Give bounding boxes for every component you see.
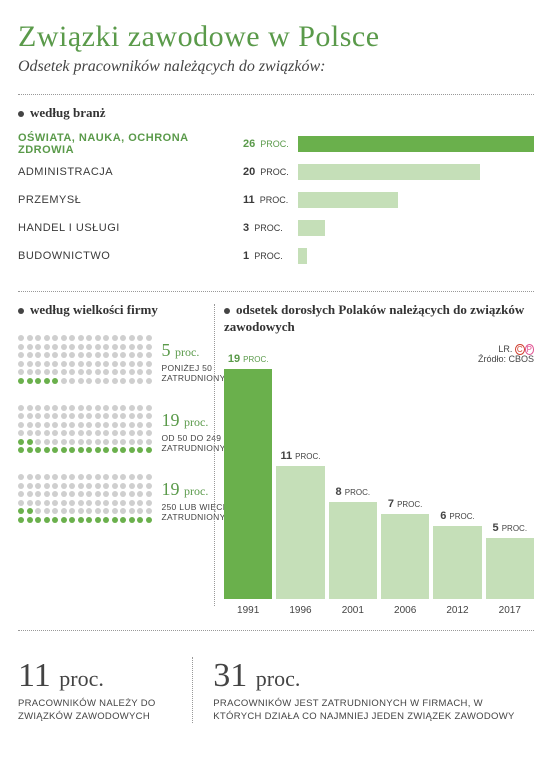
subtitle: Odsetek pracowników należących do związk… [18, 58, 534, 76]
timeline-bar: 11 PROC.1996 [276, 450, 324, 616]
bottom-stats: 11 proc.PRACOWNIKÓW NALEŻY DO ZWIĄZKÓW Z… [18, 641, 534, 724]
hbar-row: ADMINISTRACJA20 PROC. [18, 159, 534, 185]
firmsize-header: według wielkości firmy [18, 302, 208, 318]
hbar-row: HANDEL I USŁUGI3 PROC. [18, 215, 534, 241]
divider [18, 94, 534, 95]
divider [18, 291, 534, 292]
bottom-stat: 11 proc.PRACOWNIKÓW NALEŻY DO ZWIĄZKÓW Z… [18, 657, 170, 724]
timeline-bar: 6 PROC.2012 [433, 510, 481, 616]
main-title: Związki zawodowe w Polsce [18, 20, 534, 54]
timeline-chart: 19 PROC.199111 PROC.19968 PROC.20017 PRO… [224, 346, 534, 616]
hbar-row: PRZEMYSŁ11 PROC. [18, 187, 534, 213]
dotgrid-block: 5 proc.PONIŻEJ 50 ZATRUDNIONYCH [18, 328, 208, 384]
divider [18, 630, 534, 631]
timeline-bar: 5 PROC.2017 [486, 522, 534, 616]
timeline-bar: 7 PROC.2006 [381, 498, 429, 616]
timeline-bar: 19 PROC.1991 [224, 353, 272, 616]
hbars-header: według branż [18, 105, 534, 121]
timeline-bar: 8 PROC.2001 [329, 486, 377, 616]
firmsize-charts: 5 proc.PONIŻEJ 50 ZATRUDNIONYCH 19 proc.O… [18, 328, 208, 523]
timeline-header: odsetek dorosłych Polaków należących do … [224, 302, 534, 336]
hbar-row: BUDOWNICTWO1 PROC. [18, 243, 534, 269]
bottom-stat: 31 proc.PRACOWNIKÓW JEST ZATRUDNIONYCH W… [192, 657, 534, 724]
vertical-divider [214, 304, 215, 606]
hbars-chart: OŚWIATA, NAUKA, OCHRONA ZDROWIA26 PROC.A… [18, 131, 534, 269]
hbar-row: OŚWIATA, NAUKA, OCHRONA ZDROWIA26 PROC. [18, 131, 534, 157]
dotgrid-block: 19 proc.250 LUB WIĘCEJ ZATRUDNIONYCH [18, 467, 208, 523]
source-note: LR. CP Źródło: CBOS [478, 344, 534, 364]
dotgrid-block: 19 proc.OD 50 DO 249 ZATRUDNIONYCH [18, 398, 208, 454]
